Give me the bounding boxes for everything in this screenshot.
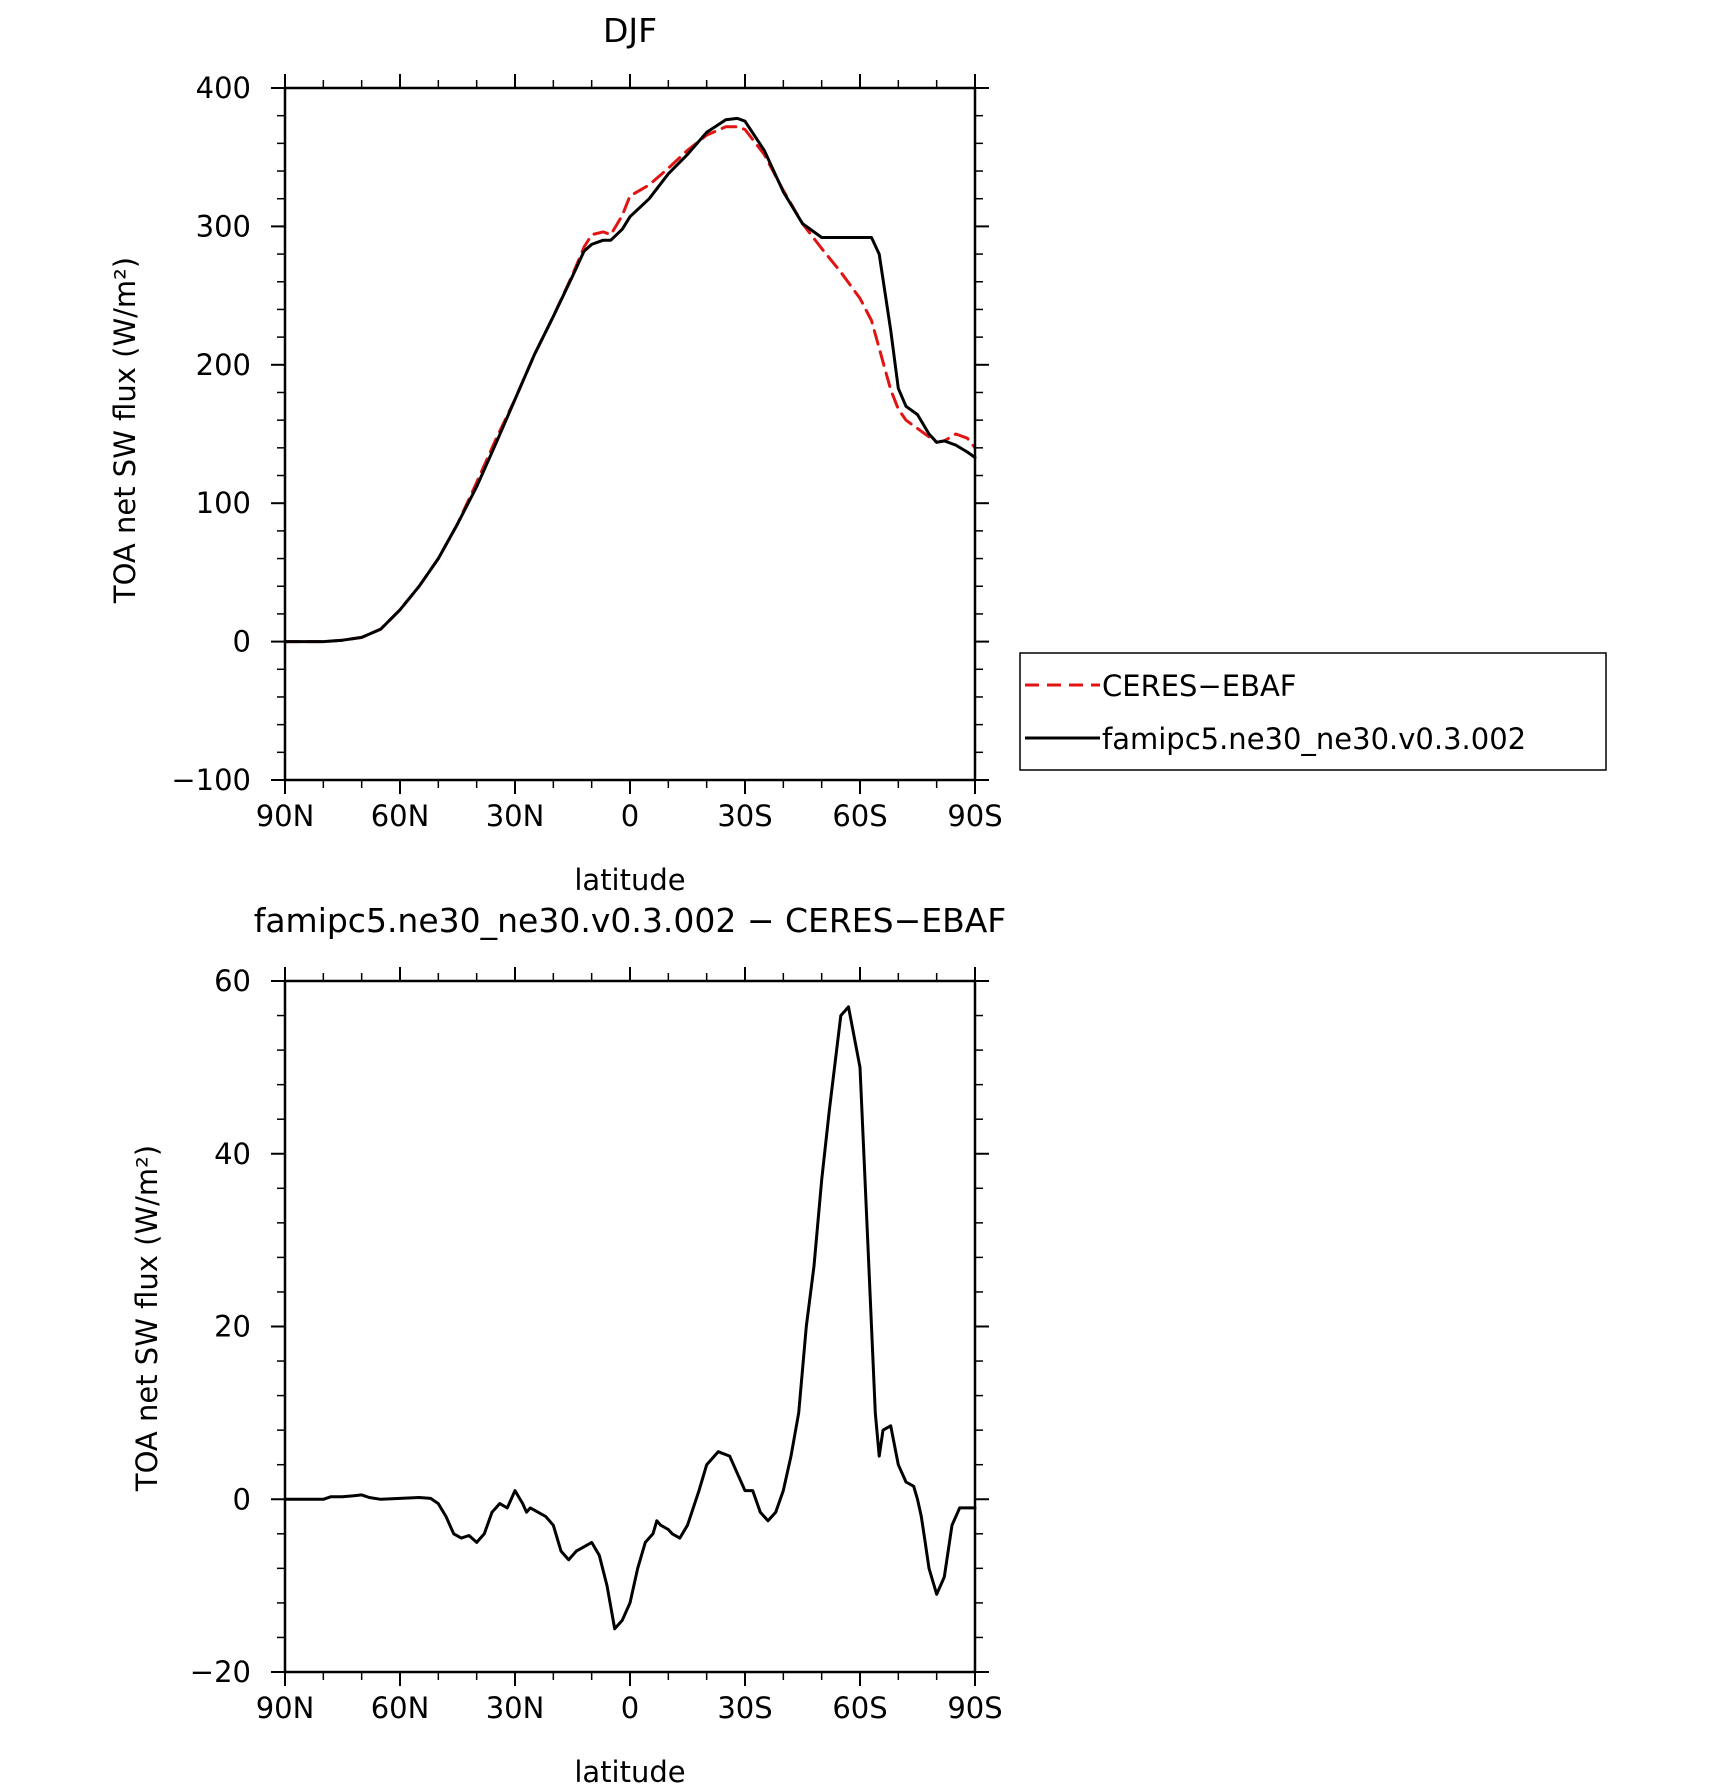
top-panel-x-tick-label: 90N <box>256 799 315 833</box>
bottom-panel-y-tick-label: 60 <box>214 964 251 998</box>
top-panel-x-axis-label: latitude <box>574 863 685 897</box>
top-panel-y-tick-label: 400 <box>196 71 251 105</box>
top-panel-y-axis-label: TOA net SW flux (W/m²) <box>108 257 142 604</box>
top-panel-x-tick-label: 60N <box>371 799 430 833</box>
top-panel-x-tick-label: 30S <box>717 799 772 833</box>
bottom-panel-x-tick-label: 30S <box>717 1691 772 1725</box>
legend: CERES−EBAF famipc5.ne30_ne30.v0.3.002 <box>1019 652 1607 771</box>
legend-box <box>1019 652 1607 771</box>
top-panel-x-tick-label: 30N <box>486 799 545 833</box>
top-panel-series-line-1 <box>283 116 977 644</box>
bottom-panel-x-tick-label: 30N <box>486 1691 545 1725</box>
bottom-panel-x-tick-label: 90S <box>947 1691 1002 1725</box>
bottom-panel-x-tick-label: 60N <box>371 1691 430 1725</box>
top-panel-x-tick-label: 90S <box>947 799 1002 833</box>
top-panel: DJF 90N 60N 30N 0 30S 60S 90S −100 0 100 200 300 400… <box>108 11 1607 897</box>
bottom-panel-x-tick-label: 60S <box>832 1691 887 1725</box>
bottom-panel: famipc5.ne30_ne30.v0.3.002 − CERES−EBAF … <box>130 901 1006 1789</box>
bottom-panel-y-tick-label: 40 <box>214 1137 251 1171</box>
bottom-panel-series-line-0 <box>283 1005 977 1631</box>
legend-label-ceres-ebaf: CERES−EBAF <box>1102 669 1297 703</box>
bottom-panel-x-axis-label: latitude <box>574 1755 685 1789</box>
top-panel-y-tick-label: 0 <box>233 625 251 659</box>
bottom-panel-x-tick-label: 0 <box>621 1691 639 1725</box>
legend-label-famipc5: famipc5.ne30_ne30.v0.3.002 <box>1102 722 1526 756</box>
top-panel-x-tick-label: 0 <box>621 799 639 833</box>
bottom-panel-y-tick-label: 0 <box>233 1482 251 1516</box>
bottom-panel-y-tick-label: 20 <box>214 1310 251 1344</box>
top-panel-plot-frame <box>283 86 977 782</box>
top-panel-title: DJF <box>603 11 657 50</box>
bottom-panel-title: famipc5.ne30_ne30.v0.3.002 − CERES−EBAF <box>254 901 1007 940</box>
top-panel-y-tick-label: −100 <box>171 763 251 797</box>
top-panel-x-tick-label: 60S <box>832 799 887 833</box>
bottom-panel-y-axis-label: TOA net SW flux (W/m²) <box>130 1145 164 1492</box>
top-panel-series-line-0 <box>283 125 977 644</box>
bottom-panel-y-tick-label: −20 <box>190 1655 251 1689</box>
top-panel-y-tick-label: 300 <box>196 209 251 243</box>
top-panel-y-tick-label: 100 <box>196 486 251 520</box>
top-panel-y-tick-label: 200 <box>196 348 251 382</box>
bottom-panel-x-tick-label: 90N <box>256 1691 315 1725</box>
